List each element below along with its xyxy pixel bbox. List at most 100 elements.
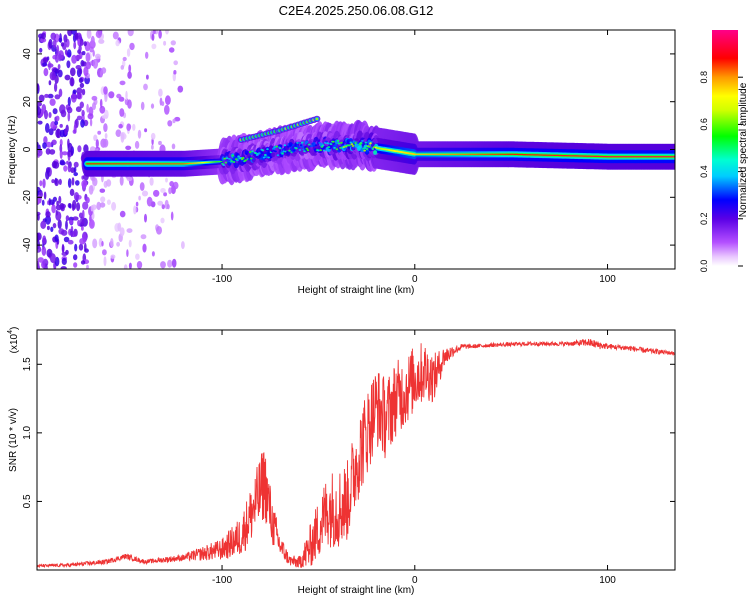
spectrogram-noise-cell <box>165 30 169 35</box>
spectrogram-noise-cell <box>79 68 83 75</box>
colorbar-tick-label: 0.8 <box>699 71 709 84</box>
spectrogram-noise-cell <box>59 123 63 128</box>
spectrogram-noise-cell <box>57 63 61 70</box>
spectrogram-track-cell <box>276 154 280 157</box>
spectrogram-noise-cell <box>76 202 81 212</box>
spectrogram-noise-cell <box>149 177 154 186</box>
spectrogram-track-cell <box>334 143 338 146</box>
spectrogram-noise-cell <box>52 108 58 115</box>
spectrogram-track-cell <box>340 141 343 144</box>
spectrogram-noise-cell <box>49 71 56 81</box>
spectrogram-noise-cell <box>61 151 68 156</box>
spectrogram-noise-cell <box>95 139 99 149</box>
snr-multiplier-exponent: 4 <box>7 330 14 334</box>
spectrogram-track-cell <box>329 143 333 146</box>
spectrogram-track-cell <box>220 160 223 163</box>
spectrogram-noise-cell <box>48 80 52 86</box>
spectrogram-noise-cell <box>143 83 148 91</box>
spectrogram-track-cell <box>319 149 323 152</box>
spectrogram-track-cell <box>263 154 267 156</box>
spectrogram-noise-cell <box>54 120 59 126</box>
spectrogram-noise-cell <box>42 235 47 245</box>
spectrogram-track-cell <box>270 150 274 153</box>
spectrogram-noise-cell <box>78 77 83 84</box>
spectrogram-track-cell <box>224 161 228 164</box>
spectrogram-noise-cell <box>111 201 117 211</box>
spectrogram-noise-cell <box>168 47 175 53</box>
spectrogram-noise-cell <box>165 177 168 183</box>
spectrogram-noise-cell <box>92 58 99 69</box>
spectrogram-noise-cell <box>71 93 77 103</box>
colorbar: 0.0 0.2 0.4 0.6 0.8 Normalized spectral ampl… <box>699 30 749 272</box>
spectrogram-noise-cell <box>58 88 63 98</box>
spectrogram-noise-cell <box>49 98 56 106</box>
spectrogram-track-cell <box>261 149 265 152</box>
spectrogram-noise-cell <box>73 254 78 261</box>
colorbar-tick-label: 0.2 <box>699 213 709 226</box>
spectrogram-noise-cell <box>60 42 64 47</box>
spectrogram-noise-cell <box>140 101 145 111</box>
spectrogram-noise-cell <box>122 56 127 62</box>
spectrogram-noise-cell <box>71 54 77 64</box>
spectrogram-noise-cell <box>73 41 77 50</box>
spectrogram-noise-cell <box>171 143 176 150</box>
spectrogram-track-cell <box>371 148 375 150</box>
spectrogram-noise-cell <box>70 231 77 238</box>
spectrogram-noise-cell <box>145 51 149 59</box>
spectrogram-noise-cell <box>56 128 60 138</box>
spectrogram-track-cell <box>267 156 271 159</box>
spectrogram-noise-cell <box>67 142 73 153</box>
spectrogram-track-cell <box>317 149 320 152</box>
spectrogram-noise-cell <box>40 220 47 229</box>
spectrogram-noise-cell <box>119 210 126 218</box>
spectrogram-noise-cell <box>151 33 155 41</box>
spectrogram-noise-cell <box>102 138 109 148</box>
figure-title: C2E4.2025.250.06.08.G12 <box>279 3 434 18</box>
spectrogram-noise-cell <box>92 50 95 57</box>
spectrogram-noise-cell <box>169 181 175 187</box>
spectrogram-x-tick-label: 100 <box>599 274 616 285</box>
spectrogram-noise-cell <box>118 123 123 129</box>
spectrogram-noise-cell <box>43 136 48 145</box>
spectrogram-noise-cell <box>128 239 132 248</box>
spectrogram-track-cell <box>325 140 328 143</box>
snr-y-tick-label: 1.0 <box>22 425 33 439</box>
spectrogram-noise-cell <box>48 198 52 206</box>
spectrogram-noise-cell <box>166 204 170 210</box>
spectrogram-noise-cell <box>74 32 79 40</box>
spectrogram-noise-cell <box>52 39 57 48</box>
spectrogram-noise-cell <box>83 41 87 47</box>
spectrogram-y-tick-label: -20 <box>22 190 33 205</box>
spectrogram-noise-cell <box>116 241 120 247</box>
spectrogram-noise-cell <box>150 132 156 140</box>
spectrogram-noise-cell <box>146 74 149 80</box>
spectrogram-noise-cell <box>165 95 171 106</box>
spectrogram-noise-cell <box>51 204 56 214</box>
spectrogram-track-cell <box>266 148 269 151</box>
snr-ticks: -100 0 100 0.5 1.0 1.5 <box>22 330 675 586</box>
spectrogram-noise-cell <box>59 129 65 138</box>
spectrogram-noise-cell <box>104 94 108 103</box>
spectrogram-track-cell <box>353 146 356 149</box>
spectrogram-x-tick-label: -100 <box>212 274 232 285</box>
spectrogram-noise-cell <box>101 240 104 247</box>
spectrogram-noise-cell <box>51 160 58 169</box>
spectrogram-track-cell <box>312 145 316 147</box>
spectrogram-noise-cell <box>158 88 163 97</box>
spectrogram-noise-cell <box>43 57 49 63</box>
spectrogram-noise-cell <box>98 39 105 44</box>
spectrogram-track-cell <box>236 159 239 162</box>
spectrogram-noise-cell <box>77 145 82 153</box>
spectrogram-noise-cell <box>172 181 179 190</box>
spectrogram-noise-cell <box>90 220 94 227</box>
spectrogram-noise-cell <box>163 192 168 197</box>
snr-multiplier-close: ) <box>9 327 20 330</box>
spectrogram-noise-cell <box>57 219 62 229</box>
spectrogram-noise-cell <box>103 123 108 133</box>
spectrogram-noise-cell <box>81 225 84 231</box>
snr-x-tick-label: 0 <box>412 575 418 586</box>
spectrogram-noise-cell <box>171 258 177 268</box>
spectrogram-noise-cell <box>55 204 62 211</box>
spectrogram-noise-cell <box>93 134 98 142</box>
spectrogram-noise-cell <box>132 123 136 131</box>
